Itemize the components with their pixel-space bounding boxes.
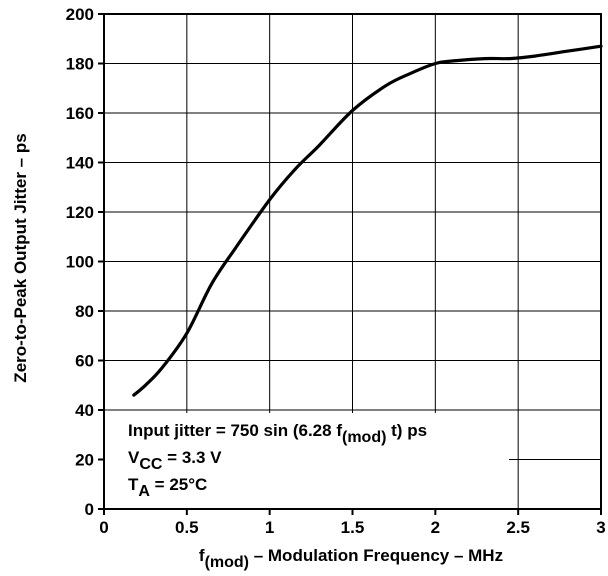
y-axis-ticks: 0 20 40 60 80 100 120 140 160 180 200: [66, 5, 104, 519]
annotation-input-jitter: Input jitter = 750 sin (6.28 f(mod) t) p…: [128, 421, 427, 446]
y-tick-label: 0: [85, 500, 94, 519]
x-tick-label: 3: [596, 518, 605, 537]
x-tick-label: 1.5: [341, 518, 365, 537]
y-axis-title: Zero-to-Peak Output Jitter – ps: [11, 133, 30, 382]
y-tick-label: 20: [75, 451, 94, 470]
y-tick-label: 60: [75, 352, 94, 371]
y-tick-label: 40: [75, 401, 94, 420]
x-tick-label: 0: [99, 518, 108, 537]
annotation-background: [105, 413, 509, 508]
y-tick-label: 200: [66, 5, 94, 24]
annotation-ta: TA = 25°C: [128, 475, 207, 500]
y-tick-label: 140: [66, 154, 94, 173]
y-tick-label: 80: [75, 302, 94, 321]
series-group: [132, 44, 603, 397]
annotation-vcc: VCC = 3.3 V: [128, 448, 222, 473]
x-tick-label: 0.5: [175, 518, 199, 537]
y-tick-label: 160: [66, 104, 94, 123]
x-tick-label: 2.5: [506, 518, 530, 537]
x-axis-ticks: 0 0.5 1 1.5 2 2.5 3: [99, 509, 606, 537]
y-tick-label: 120: [66, 203, 94, 222]
y-tick-label: 100: [66, 253, 94, 272]
x-tick-label: 1: [265, 518, 274, 537]
x-axis-title: f(mod) – Modulation Frequency – MHz: [199, 546, 503, 571]
series-line-0: [132, 44, 603, 397]
x-tick-label: 2: [431, 518, 440, 537]
y-tick-label: 180: [66, 55, 94, 74]
